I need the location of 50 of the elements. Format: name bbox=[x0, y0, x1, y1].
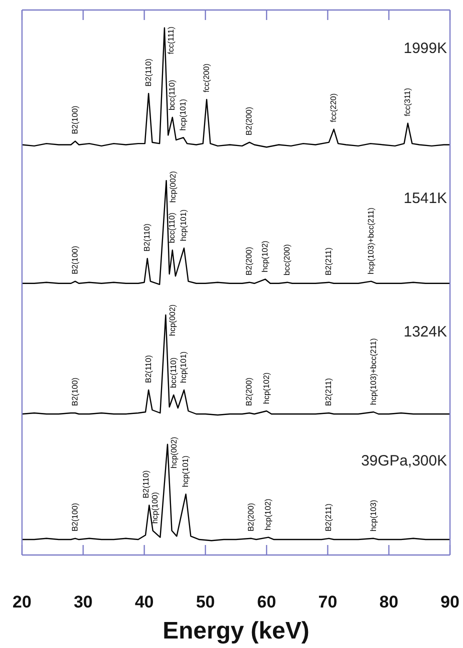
annotation: fcc(111) bbox=[166, 26, 176, 54]
x-axis-title: Energy (keV) bbox=[162, 618, 310, 645]
x-tick-label: 40 bbox=[134, 592, 154, 612]
annotation: bcc(110) bbox=[168, 357, 178, 388]
annotation: bcc(200) bbox=[282, 244, 292, 276]
annotation: hcp(100) bbox=[150, 492, 160, 524]
annotation: fcc(220) bbox=[329, 92, 338, 122]
annotation: bcc(110) bbox=[168, 212, 177, 244]
annotation: hcp(101) bbox=[179, 209, 188, 242]
annotation: 39GPa,300K bbox=[361, 452, 447, 470]
annotation: B2(211) bbox=[324, 503, 334, 532]
annotation: B2(200) bbox=[244, 377, 254, 406]
annotation: B2(110) bbox=[142, 470, 151, 498]
annotation: hcp(102) bbox=[260, 240, 270, 272]
annotation: B2(110) bbox=[144, 354, 153, 383]
annotation: 1999K bbox=[404, 40, 447, 57]
annotation: 1541K bbox=[404, 190, 447, 207]
annotation: B2(200) bbox=[246, 502, 256, 532]
annotation: B2(100) bbox=[70, 105, 80, 134]
x-tick-label: 50 bbox=[196, 592, 215, 612]
x-tick-label: 70 bbox=[318, 592, 338, 612]
x-tick-label: 20 bbox=[12, 592, 32, 612]
x-tick-label: 90 bbox=[440, 592, 460, 612]
annotation: fcc(311) bbox=[403, 88, 412, 116]
annotation: hcp(102) bbox=[264, 498, 273, 530]
annotation: fcc(200) bbox=[202, 63, 211, 92]
annotation: hcp(002) bbox=[168, 304, 177, 336]
annotation: hcp(101) bbox=[181, 455, 190, 488]
annotation: B2(200) bbox=[244, 246, 254, 276]
annotation: hcp(103)+bcc(211) bbox=[368, 338, 378, 405]
annotation: B2(211) bbox=[324, 378, 334, 406]
annotation: hcp(102) bbox=[262, 372, 271, 404]
annotation: B2(100) bbox=[70, 502, 80, 532]
annotation: 1324K bbox=[404, 324, 447, 341]
x-tick-label: 30 bbox=[74, 592, 93, 612]
annotation: hcp(103) bbox=[368, 499, 378, 532]
x-tick-label: 80 bbox=[379, 592, 398, 612]
annotation: B2(100) bbox=[70, 377, 80, 406]
annotation: bcc(110) bbox=[168, 79, 177, 110]
annotation: hcp(002) bbox=[170, 436, 179, 468]
annotation: hcp(002) bbox=[168, 170, 178, 203]
annotation: hcp(103)+bcc(211) bbox=[366, 207, 376, 274]
annotation: hcp(101) bbox=[179, 351, 188, 383]
annotation: B2(110) bbox=[142, 223, 152, 252]
annotation: hcp(101) bbox=[178, 98, 188, 131]
annotation: B2(100) bbox=[70, 246, 80, 274]
annotation: B2(200) bbox=[244, 106, 254, 136]
annotation: B2(211) bbox=[324, 247, 334, 276]
x-tick-label: 60 bbox=[257, 592, 276, 612]
annotation: B2(110) bbox=[144, 58, 153, 86]
